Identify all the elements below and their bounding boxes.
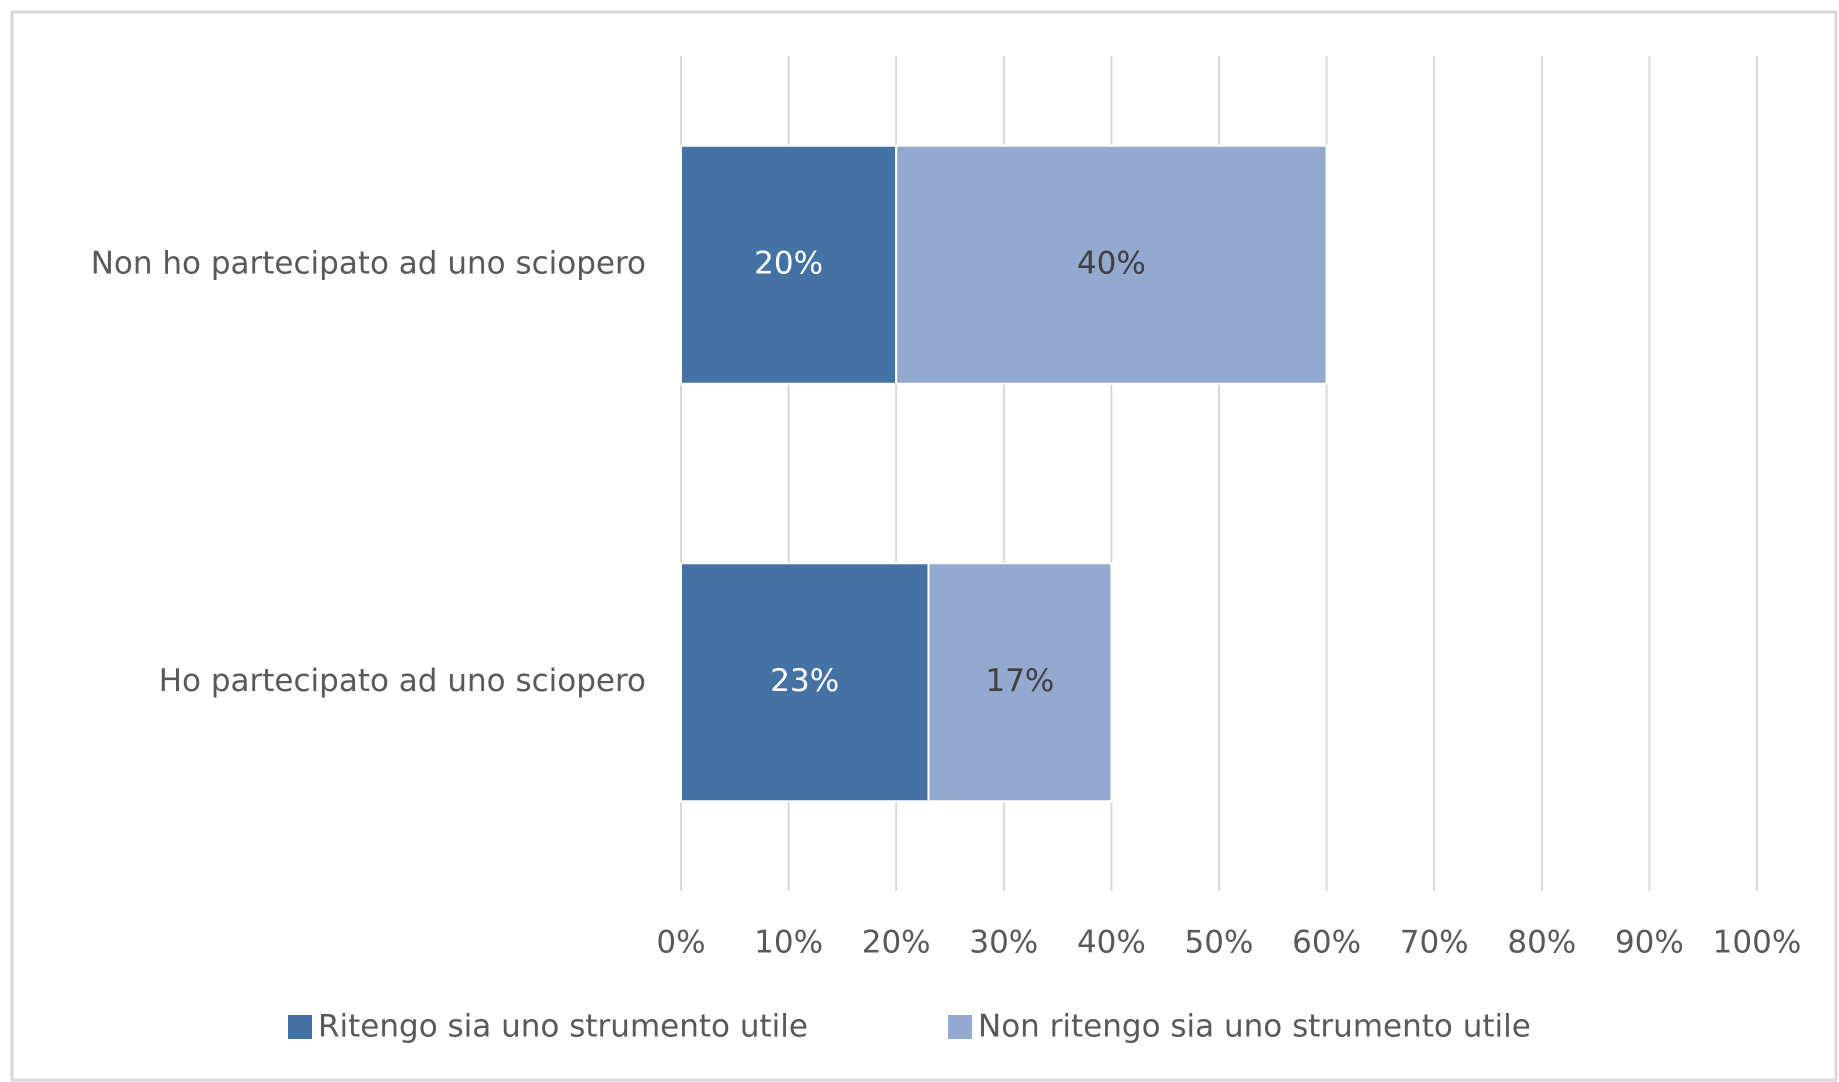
value-label: 40% xyxy=(1077,245,1146,281)
x-tick-label: 70% xyxy=(1400,925,1469,961)
x-tick-label: 100% xyxy=(1713,925,1802,961)
x-tick-label: 50% xyxy=(1185,925,1254,961)
category-label: Non ho partecipato ad uno sciopero xyxy=(91,245,646,281)
bar-segment xyxy=(680,144,898,385)
x-tick-label: 10% xyxy=(754,925,823,961)
value-label: 17% xyxy=(985,663,1054,699)
x-tick-label: 0% xyxy=(656,925,705,961)
value-label: 20% xyxy=(754,245,823,281)
legend-swatch xyxy=(948,1015,972,1039)
bar-segment xyxy=(680,562,930,803)
x-tick-label: 40% xyxy=(1077,925,1146,961)
value-label: 23% xyxy=(770,663,839,699)
x-tick-label: 30% xyxy=(969,925,1038,961)
legend-swatch xyxy=(288,1015,312,1039)
x-tick-label: 90% xyxy=(1615,925,1684,961)
bar-segment xyxy=(895,144,1328,385)
legend-label: Non ritengo sia uno strumento utile xyxy=(978,1009,1531,1045)
x-tick-label: 60% xyxy=(1292,925,1361,961)
x-tick-label: 80% xyxy=(1507,925,1576,961)
x-tick-label: 20% xyxy=(862,925,931,961)
bar-segment xyxy=(927,562,1113,803)
category-label: Ho partecipato ad uno sciopero xyxy=(159,663,646,699)
legend-label: Ritengo sia uno strumento utile xyxy=(318,1009,808,1045)
